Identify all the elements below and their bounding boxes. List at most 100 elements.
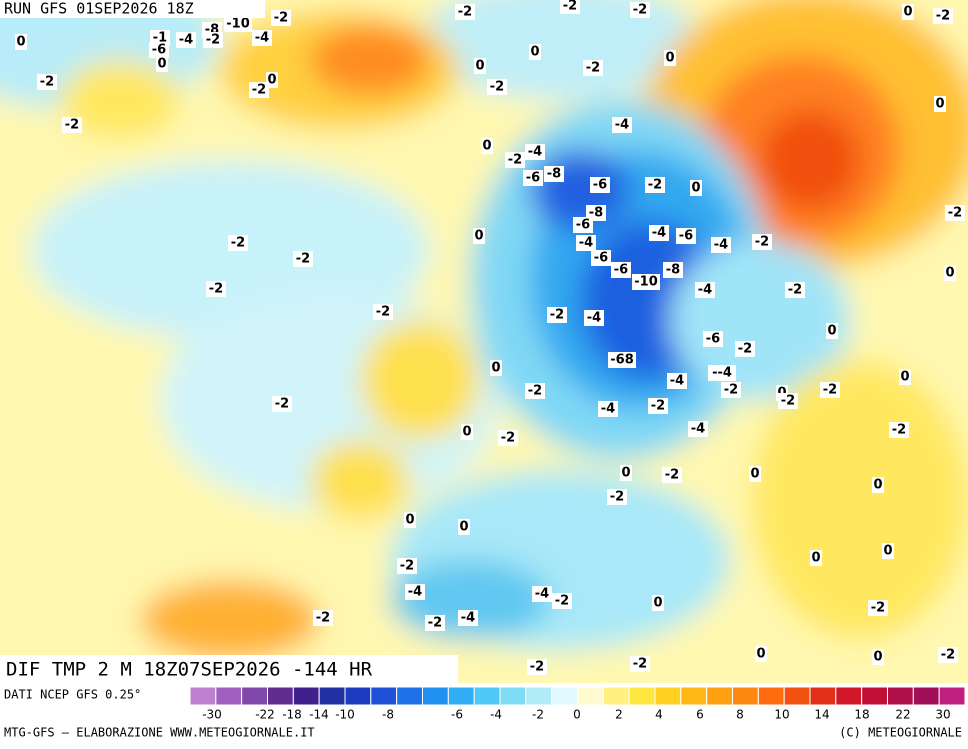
contour-label: -2 [400, 559, 414, 574]
contour-label: -2 [231, 236, 245, 251]
colorbar-swatch [318, 686, 346, 706]
contour-label-box [630, 656, 650, 672]
colorbar-swatch [783, 686, 811, 706]
colorbar-tick-label: -30 [202, 708, 222, 722]
contour-label: 0 [16, 35, 25, 50]
contour-label: -4 [535, 587, 549, 602]
contour-label: 0 [267, 73, 276, 88]
colorbar-tick-label: 22 [895, 708, 910, 722]
contour-label-box [156, 56, 168, 72]
contour-label-box [711, 237, 731, 253]
contour-label: -4 [714, 238, 728, 253]
contour-label: -2 [724, 383, 738, 398]
contour-label-box [62, 117, 82, 133]
contour-label: 0 [665, 51, 674, 66]
colorbar-swatch [577, 686, 604, 706]
colorbar-swatch [241, 686, 269, 706]
contour-label: -2 [458, 5, 472, 20]
contour-label-box [899, 369, 911, 385]
contour-label-box [455, 4, 475, 20]
contour-label: -2 [892, 423, 906, 438]
contour-label-box [755, 646, 767, 662]
contour-label-box [228, 235, 248, 251]
contour-label: 0 [475, 59, 484, 74]
contour-label-box [608, 352, 636, 368]
contour-label: -4 [255, 31, 269, 46]
contour-label: -4 [179, 33, 193, 48]
contour-label: -4 [587, 311, 601, 326]
contour-label: --4 [712, 366, 732, 381]
contour-label: -2 [550, 308, 564, 323]
contour-label-box [749, 466, 761, 482]
contour-label: 0 [827, 324, 836, 339]
colorbar-swatch [887, 686, 914, 706]
contour-label: -2 [610, 490, 624, 505]
run-label: RUN GFS 01SEP2026 18Z [4, 0, 194, 18]
colorbar-swatch [396, 686, 423, 706]
colorbar-swatch [835, 686, 863, 706]
contour-label: -6 [614, 263, 628, 278]
colorbar-swatch [706, 686, 734, 706]
contour-label-box [752, 234, 772, 250]
contour-label-box [525, 144, 545, 160]
contour-label-box [206, 281, 226, 297]
contour-label-box [473, 228, 485, 244]
contour-label: -2 [651, 399, 665, 414]
title-box [0, 655, 458, 683]
contour-label-box [249, 82, 269, 98]
colorbar-tick-label: 2 [615, 708, 623, 722]
contour-label: -2 [65, 118, 79, 133]
colorbar-tick-label: 6 [696, 708, 704, 722]
contour-label: -2 [275, 397, 289, 412]
contour-label-box [474, 58, 486, 74]
contour-label: 0 [405, 513, 414, 528]
contour-label: -2 [428, 616, 442, 631]
contour-label: -6 [593, 178, 607, 193]
contour-label-box [523, 170, 543, 186]
colorbar-swatch [732, 686, 759, 706]
header-box [0, 0, 265, 18]
map-title: DIF TMP 2 M 18Z07SEP2026 -144 HR [6, 659, 373, 681]
contour-label-box [695, 282, 715, 298]
contour-label: -6 [152, 43, 166, 58]
contour-label-box [404, 512, 416, 528]
contour-label-box [934, 96, 946, 112]
contour-label: -2 [755, 235, 769, 250]
contour-label: -6 [576, 218, 590, 233]
colorbar-swatch [473, 686, 501, 706]
colorbar-tick-label: -6 [451, 708, 463, 722]
contour-label-box [785, 282, 805, 298]
contour-label-box [498, 430, 518, 446]
contour-label-box [645, 177, 665, 193]
contour-label: 0 [900, 370, 909, 385]
contour-label: -2 [633, 3, 647, 18]
contour-label: -1 [153, 31, 167, 46]
contour-label-box [690, 180, 702, 196]
contour-label: -2 [376, 305, 390, 320]
contour-label: -2 [648, 178, 662, 193]
contour-label: -2 [490, 80, 504, 95]
colorbar-swatch [628, 686, 656, 706]
contour-label-box [667, 373, 687, 389]
contour-label: -2 [586, 61, 600, 76]
contour-label-box [676, 228, 696, 244]
contour-label: -4 [579, 236, 593, 251]
contour-label: -2 [563, 0, 577, 14]
contour-label: -2 [555, 594, 569, 609]
contour-label: -2 [788, 283, 802, 298]
contour-label: -2 [530, 660, 544, 675]
contour-label: -2 [252, 83, 266, 98]
contour-label-box [882, 543, 894, 559]
contour-label: -8 [547, 167, 561, 182]
contour-label-box [708, 365, 736, 381]
contour-label-box [632, 274, 660, 290]
contour-label-box [573, 217, 593, 233]
contour-label: -4 [408, 585, 422, 600]
contour-label: -2 [665, 468, 679, 483]
contour-label-box [630, 2, 650, 18]
contour-label: -4 [601, 402, 615, 417]
contour-label-box [902, 4, 914, 20]
contour-label: -8 [589, 206, 603, 221]
contour-label: -4 [670, 374, 684, 389]
